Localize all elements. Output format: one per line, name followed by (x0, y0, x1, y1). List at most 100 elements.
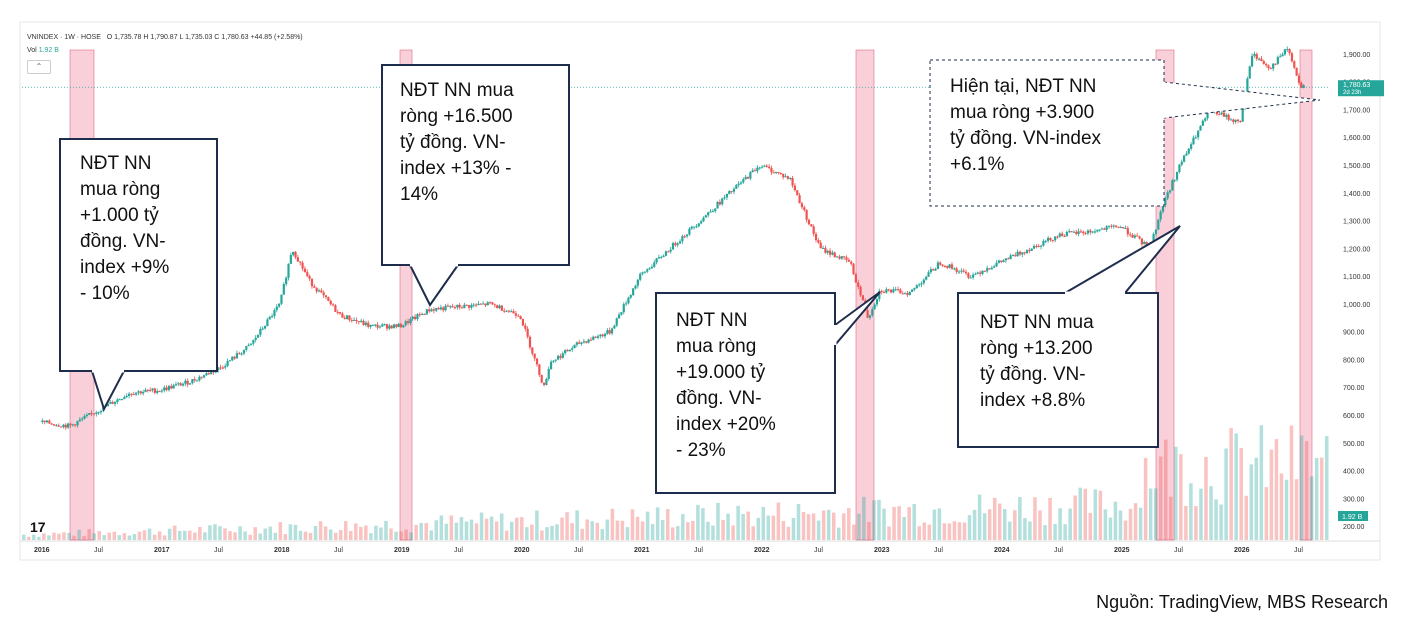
candle-body (1283, 49, 1286, 55)
candle-body (1072, 231, 1075, 233)
x-tick-label: 2017 (154, 547, 170, 554)
volume-bar (67, 532, 71, 540)
candle-body (868, 315, 872, 318)
candle-body (1016, 251, 1019, 257)
volume-bar (937, 508, 942, 540)
candle-body (915, 285, 918, 288)
volume-bar (620, 520, 625, 540)
candle-body (1112, 225, 1115, 227)
candle-body (1002, 260, 1005, 263)
candle-body (74, 424, 77, 426)
candle-body (60, 426, 63, 428)
collapse-button[interactable]: ⌃ (27, 60, 51, 74)
candle-body (896, 289, 900, 291)
candle-body (1115, 225, 1118, 227)
candle-body (892, 289, 895, 293)
candle-body (1293, 61, 1296, 68)
volume-bar (223, 528, 227, 540)
candle-body (643, 271, 646, 273)
candle-body (566, 350, 569, 352)
volume-bar (716, 502, 720, 540)
candle-body (1173, 179, 1176, 181)
volume-bar (389, 528, 393, 540)
source-note: Nguồn: TradingView, MBS Research (1096, 592, 1388, 612)
candle-body (195, 380, 199, 382)
candle-body (467, 305, 471, 308)
candle-body (639, 273, 642, 280)
candle-body (500, 305, 503, 311)
volume-bar (359, 526, 363, 540)
volume-bar (1023, 517, 1027, 540)
candle-body (775, 171, 778, 173)
candle-body (425, 309, 428, 315)
candle-body (1103, 228, 1106, 230)
volume-bar (1199, 488, 1203, 540)
candle-body (1110, 225, 1113, 227)
candle-body (153, 388, 156, 393)
callout-text-1: NĐT NN mua ròng +1.000 tỷ đồng. VN- inde… (80, 153, 170, 304)
candle-body (78, 419, 81, 422)
candle-body (1054, 236, 1057, 241)
candle-body (983, 270, 986, 272)
candle-body (641, 272, 644, 274)
candle-body (1063, 236, 1066, 238)
volume-bar (1214, 499, 1218, 540)
candle-body (1178, 164, 1181, 172)
candle-body (843, 256, 846, 258)
volume-bar (1068, 508, 1072, 540)
candle-body (955, 268, 958, 272)
candle-body (561, 353, 564, 358)
x-tick-label: 2019 (394, 547, 410, 554)
volume-bar (867, 521, 871, 540)
candle-body (714, 208, 717, 212)
candle-body (1028, 250, 1031, 252)
candle-body (540, 374, 543, 383)
candle-body (1107, 225, 1111, 227)
volume-bar (132, 534, 137, 540)
volume-bar (530, 524, 534, 540)
volume-bar (449, 515, 454, 540)
volume-bar (887, 526, 891, 540)
candle-body (174, 384, 178, 386)
volume-bar (208, 525, 212, 540)
volume-bar (821, 510, 826, 540)
candle-body (484, 303, 487, 306)
candle-body (120, 399, 124, 401)
callout-text-2: NĐT NN mua ròng +16.500 tỷ đồng. VN- ind… (400, 80, 514, 205)
volume-bar (1003, 509, 1007, 540)
candle-body (259, 329, 262, 335)
candle-body (381, 324, 384, 327)
candle-body (378, 326, 382, 328)
volume-bar (1179, 454, 1183, 540)
candle-body (657, 257, 661, 259)
candle-body (629, 295, 632, 298)
volume-bar (1128, 508, 1133, 540)
candle-body (1192, 137, 1195, 145)
candle-body (1302, 85, 1305, 89)
candle-body (1056, 236, 1059, 238)
volume-bar (992, 497, 997, 540)
candle-body (392, 324, 396, 329)
highlight-period-3 (855, 49, 875, 541)
candle-body (81, 418, 84, 420)
candle-body (660, 257, 663, 259)
volume-bar (1194, 506, 1198, 540)
candle-body (735, 185, 738, 189)
candle-body (238, 353, 241, 355)
candle-body (69, 423, 72, 426)
candle-body (247, 344, 250, 347)
candle-body (76, 421, 79, 426)
candle-body (334, 305, 337, 312)
candle-body (875, 299, 879, 305)
volume-bar (1038, 510, 1042, 540)
volume-bar (394, 531, 398, 540)
candle-body (397, 323, 400, 327)
volume-bar (726, 513, 730, 540)
volume-bar (162, 535, 167, 540)
volume-bar (852, 524, 856, 540)
candle-body (1248, 66, 1251, 79)
candle-body (760, 166, 764, 168)
candle-body (685, 234, 689, 237)
candle-body (1272, 63, 1275, 69)
candle-body (730, 191, 733, 193)
